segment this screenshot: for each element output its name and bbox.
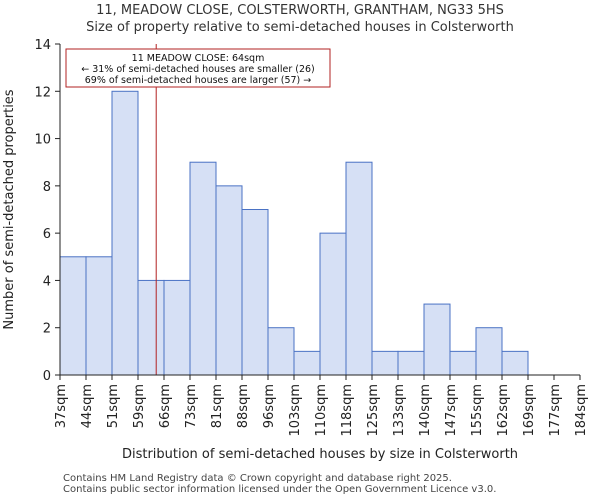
footer-licence: Contains public sector information licen… <box>63 484 497 495</box>
y-tick-label: 8 <box>43 180 51 195</box>
chart-title: 11, MEADOW CLOSE, COLSTERWORTH, GRANTHAM… <box>96 3 504 18</box>
bar-140sqm <box>423 303 451 376</box>
x-tick-label: 140sqm <box>418 384 433 437</box>
x-tick-label: 81sqm <box>210 384 225 428</box>
x-tick-label: 37sqm <box>54 384 69 428</box>
bar-110sqm <box>319 232 347 376</box>
y-tick-label: 0 <box>43 369 51 384</box>
x-tick-label: 169sqm <box>522 384 537 437</box>
y-axis-ticks: 0 2 4 6 8 10 12 14 <box>34 38 60 384</box>
y-tick-label: 12 <box>34 85 51 100</box>
bar-59sqm <box>137 279 165 376</box>
x-tick-label: 162sqm <box>496 384 511 437</box>
x-tick-label: 133sqm <box>392 384 407 437</box>
y-tick-label: 6 <box>43 227 51 242</box>
y-axis-label: Number of semi-detached properties <box>2 89 17 329</box>
bar-96sqm <box>267 327 295 376</box>
annotation-line-2: ← 31% of semi-detached houses are smalle… <box>81 64 315 75</box>
x-tick-label: 155sqm <box>470 384 485 437</box>
bar-88sqm <box>241 209 269 376</box>
footer-copyright: Contains HM Land Registry data © Crown c… <box>63 473 452 484</box>
x-tick-label: 96sqm <box>262 384 277 428</box>
annotation-line-3: 69% of semi-detached houses are larger (… <box>85 75 312 86</box>
y-tick-label: 4 <box>43 274 51 289</box>
bar-44sqm <box>85 256 113 376</box>
x-tick-label: 59sqm <box>132 384 147 428</box>
x-tick-label: 118sqm <box>340 384 355 437</box>
x-tick-label: 88sqm <box>236 384 251 428</box>
bar-118sqm <box>345 161 373 376</box>
bar-155sqm <box>475 327 503 376</box>
x-tick-label: 44sqm <box>80 384 95 428</box>
x-axis-ticks: 37sqm 44sqm 51sqm 59sqm 66sqm 73sqm 81sqm 88sqm… <box>54 375 589 437</box>
bar-147sqm <box>449 350 477 376</box>
x-tick-label: 110sqm <box>314 384 329 437</box>
x-tick-label: 125sqm <box>366 384 381 437</box>
bar-125sqm <box>371 350 399 376</box>
x-tick-label: 66sqm <box>158 384 173 428</box>
chart-subtitle: Size of property relative to semi-detach… <box>86 20 514 35</box>
y-tick-label: 10 <box>34 133 51 148</box>
bar-37sqm <box>59 256 87 376</box>
bar-66sqm <box>163 279 191 376</box>
bar-162sqm <box>501 350 529 376</box>
x-tick-label: 184sqm <box>574 384 589 437</box>
annotation-line-1: 11 MEADOW CLOSE: 64sqm <box>132 53 265 64</box>
bars-group <box>59 90 529 376</box>
x-tick-label: 103sqm <box>288 384 303 437</box>
bar-103sqm <box>293 350 321 376</box>
y-tick-label: 14 <box>34 38 51 53</box>
x-tick-label: 51sqm <box>106 384 121 428</box>
y-tick-label: 2 <box>43 322 51 337</box>
bar-81sqm <box>215 185 243 376</box>
x-tick-label: 177sqm <box>548 384 563 437</box>
bar-51sqm <box>111 90 139 376</box>
x-tick-label: 147sqm <box>444 384 459 437</box>
annotation-box <box>65 48 331 88</box>
x-tick-label: 73sqm <box>184 384 199 428</box>
bar-133sqm <box>397 350 425 376</box>
x-axis-label: Distribution of semi-detached houses by … <box>122 447 518 462</box>
bar-73sqm <box>189 161 217 376</box>
